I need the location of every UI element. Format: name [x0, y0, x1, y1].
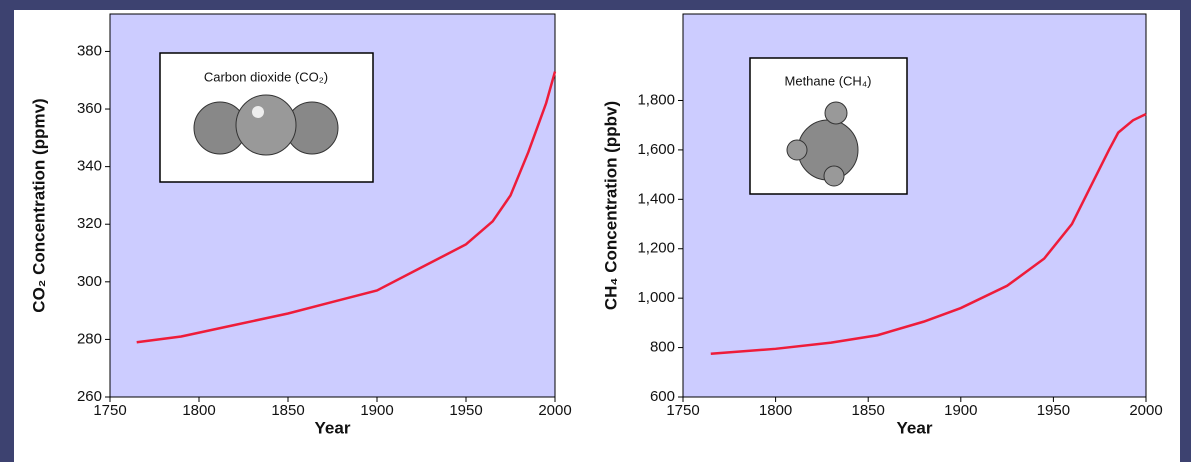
- y-tick-label: 1,400: [637, 190, 675, 207]
- annotation: Carbon dioxide (CO₂): [204, 69, 328, 84]
- x-axis-label: Year: [315, 418, 351, 437]
- annotation-box: Methane (CH₄): [749, 57, 908, 195]
- y-tick-label: 1,200: [637, 240, 675, 257]
- line: [136, 71, 557, 344]
- y-tick-label: 280: [77, 330, 102, 347]
- annotation: Methane (CH₄): [785, 73, 872, 88]
- y-tick-label: 1,600: [637, 141, 675, 158]
- x-tick-label: 2000: [1129, 402, 1162, 419]
- x-tick-label: 1800: [759, 402, 792, 419]
- y-axis-label: CO₂ Concentration (ppmv): [29, 98, 48, 312]
- y-tick-label: 380: [77, 42, 102, 59]
- x-tick-label: 1950: [1037, 402, 1070, 419]
- x-tick-label: 1950: [449, 402, 482, 419]
- x-tick-label: 1850: [271, 402, 304, 419]
- x-tick-label: 1900: [944, 402, 977, 419]
- x-tick-label: 1750: [93, 402, 126, 419]
- y-tick-label: 1,000: [637, 289, 675, 306]
- annotation-box: Carbon dioxide (CO₂): [159, 52, 374, 183]
- y-tick-label: 360: [77, 100, 102, 117]
- line: [710, 112, 1147, 356]
- x-tick-label: 2000: [538, 402, 571, 419]
- x-tick-label: 1900: [360, 402, 393, 419]
- x-axis-label: Year: [897, 418, 933, 437]
- y-tick-label: 340: [77, 158, 102, 175]
- y-tick-label: 320: [77, 215, 102, 232]
- y-tick-label: 300: [77, 273, 102, 290]
- y-tick-label: 1,800: [637, 91, 675, 108]
- x-tick-label: 1800: [182, 402, 215, 419]
- y-tick-label: 800: [650, 339, 675, 356]
- x-tick-label: 1750: [666, 402, 699, 419]
- x-tick-label: 1850: [852, 402, 885, 419]
- y-tick-label: 260: [77, 388, 102, 405]
- y-axis-label: CH₄ Concentration (ppbv): [601, 101, 620, 310]
- y-tick-label: 600: [650, 388, 675, 405]
